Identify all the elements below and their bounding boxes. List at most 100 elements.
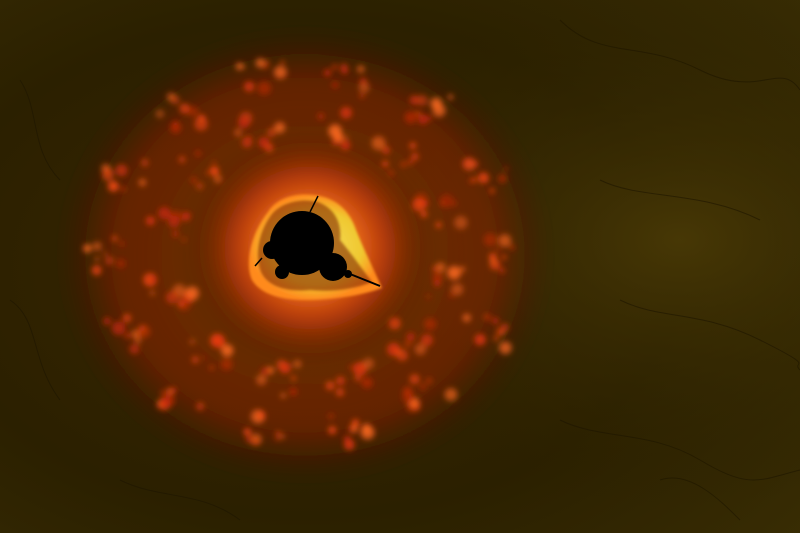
filament-blob (435, 262, 446, 273)
filament-blob (419, 383, 427, 391)
filament-blob (182, 211, 191, 221)
filament-blob (111, 235, 118, 242)
filament-blob (211, 334, 226, 349)
filament-blob (323, 69, 332, 77)
filament-blob (404, 111, 417, 124)
filament-blob (91, 265, 102, 276)
filament-blob (241, 137, 253, 148)
filament-blob (245, 435, 253, 443)
filament-blob (172, 230, 179, 238)
filament-blob (195, 150, 201, 157)
secondary-bulb (319, 253, 347, 281)
filament-blob (237, 116, 250, 129)
filament-blob (103, 317, 111, 325)
filament-blob (448, 94, 453, 100)
filament-blob (220, 358, 233, 371)
filament-blob (409, 142, 417, 150)
filament-blob (255, 58, 266, 68)
filament-blob (357, 65, 365, 73)
filament-blob (209, 166, 219, 176)
filament-blob (196, 182, 204, 190)
filament-blob (396, 349, 408, 362)
filament-blob (439, 194, 454, 208)
filament-blob (185, 286, 199, 301)
filament-blob (411, 152, 419, 161)
filament-blob (170, 210, 183, 223)
filament-blob (198, 114, 205, 122)
filament-blob (253, 439, 259, 446)
filament-blob (289, 387, 298, 396)
filament-blob (190, 176, 198, 184)
filament-blob (221, 344, 234, 357)
filament-blob (328, 426, 337, 435)
filament-blob (172, 120, 179, 127)
filament-blob (179, 103, 190, 114)
filament-blob (432, 271, 443, 283)
filament-blob (463, 158, 476, 171)
filament-blob (433, 279, 441, 287)
filament-blob (432, 266, 438, 272)
filament-blob (209, 365, 214, 370)
filament-blob (139, 324, 146, 332)
filament-blob (425, 377, 433, 385)
filament-blob (328, 413, 334, 420)
filament-blob (280, 60, 285, 65)
filament-blob (279, 433, 286, 440)
filament-blob (150, 290, 155, 296)
filament-blob (171, 387, 177, 393)
filament-blob (165, 291, 179, 304)
filament-blob (138, 178, 147, 187)
filament-blob (234, 128, 242, 137)
filament-blob (360, 425, 375, 440)
filament-blob (343, 439, 355, 451)
filament-blob (435, 222, 442, 228)
filament-blob (178, 300, 185, 308)
filament-blob (336, 378, 343, 384)
bulb-left (263, 241, 281, 259)
filament-blob (409, 374, 420, 385)
filament-blob (493, 335, 499, 342)
filament-blob (122, 313, 132, 323)
filament-blob (444, 388, 458, 401)
filament-blob (104, 256, 114, 265)
filament-blob (499, 267, 505, 274)
filament-blob (402, 391, 415, 404)
filament-blob (141, 158, 149, 167)
filament-blob (317, 113, 325, 120)
filament-blob (275, 436, 280, 441)
filament-blob (150, 276, 157, 283)
filament-blob (492, 317, 499, 325)
filament-blob (424, 317, 437, 331)
filament-blob (235, 62, 243, 70)
filament-blob (418, 114, 428, 125)
filament-blob (472, 177, 477, 182)
filament-blob (196, 402, 205, 411)
filament-blob (244, 81, 255, 92)
filament-blob (205, 170, 211, 176)
filament-blob (344, 135, 349, 140)
filament-blob (340, 63, 348, 71)
filament-blob (94, 256, 100, 262)
filament-blob (274, 122, 286, 134)
filament-blob (407, 159, 414, 165)
filament-blob (107, 180, 119, 192)
filament-blob (489, 188, 495, 194)
filament-blob (425, 294, 431, 299)
filament-blob (416, 95, 428, 106)
filament-blob (155, 109, 165, 119)
antenna (344, 271, 381, 287)
filament-blob (459, 266, 466, 273)
bulb-top (288, 212, 304, 228)
filament-blob (451, 283, 464, 296)
filament-blob (280, 393, 286, 398)
filament-blob (125, 333, 131, 339)
filament-blob (181, 237, 187, 242)
filament-blob (92, 241, 102, 251)
filament-blob (354, 374, 361, 382)
filament-blob (361, 377, 373, 389)
filament-blob (293, 359, 302, 369)
filament-blob (420, 334, 433, 347)
filament-blob (371, 136, 386, 151)
